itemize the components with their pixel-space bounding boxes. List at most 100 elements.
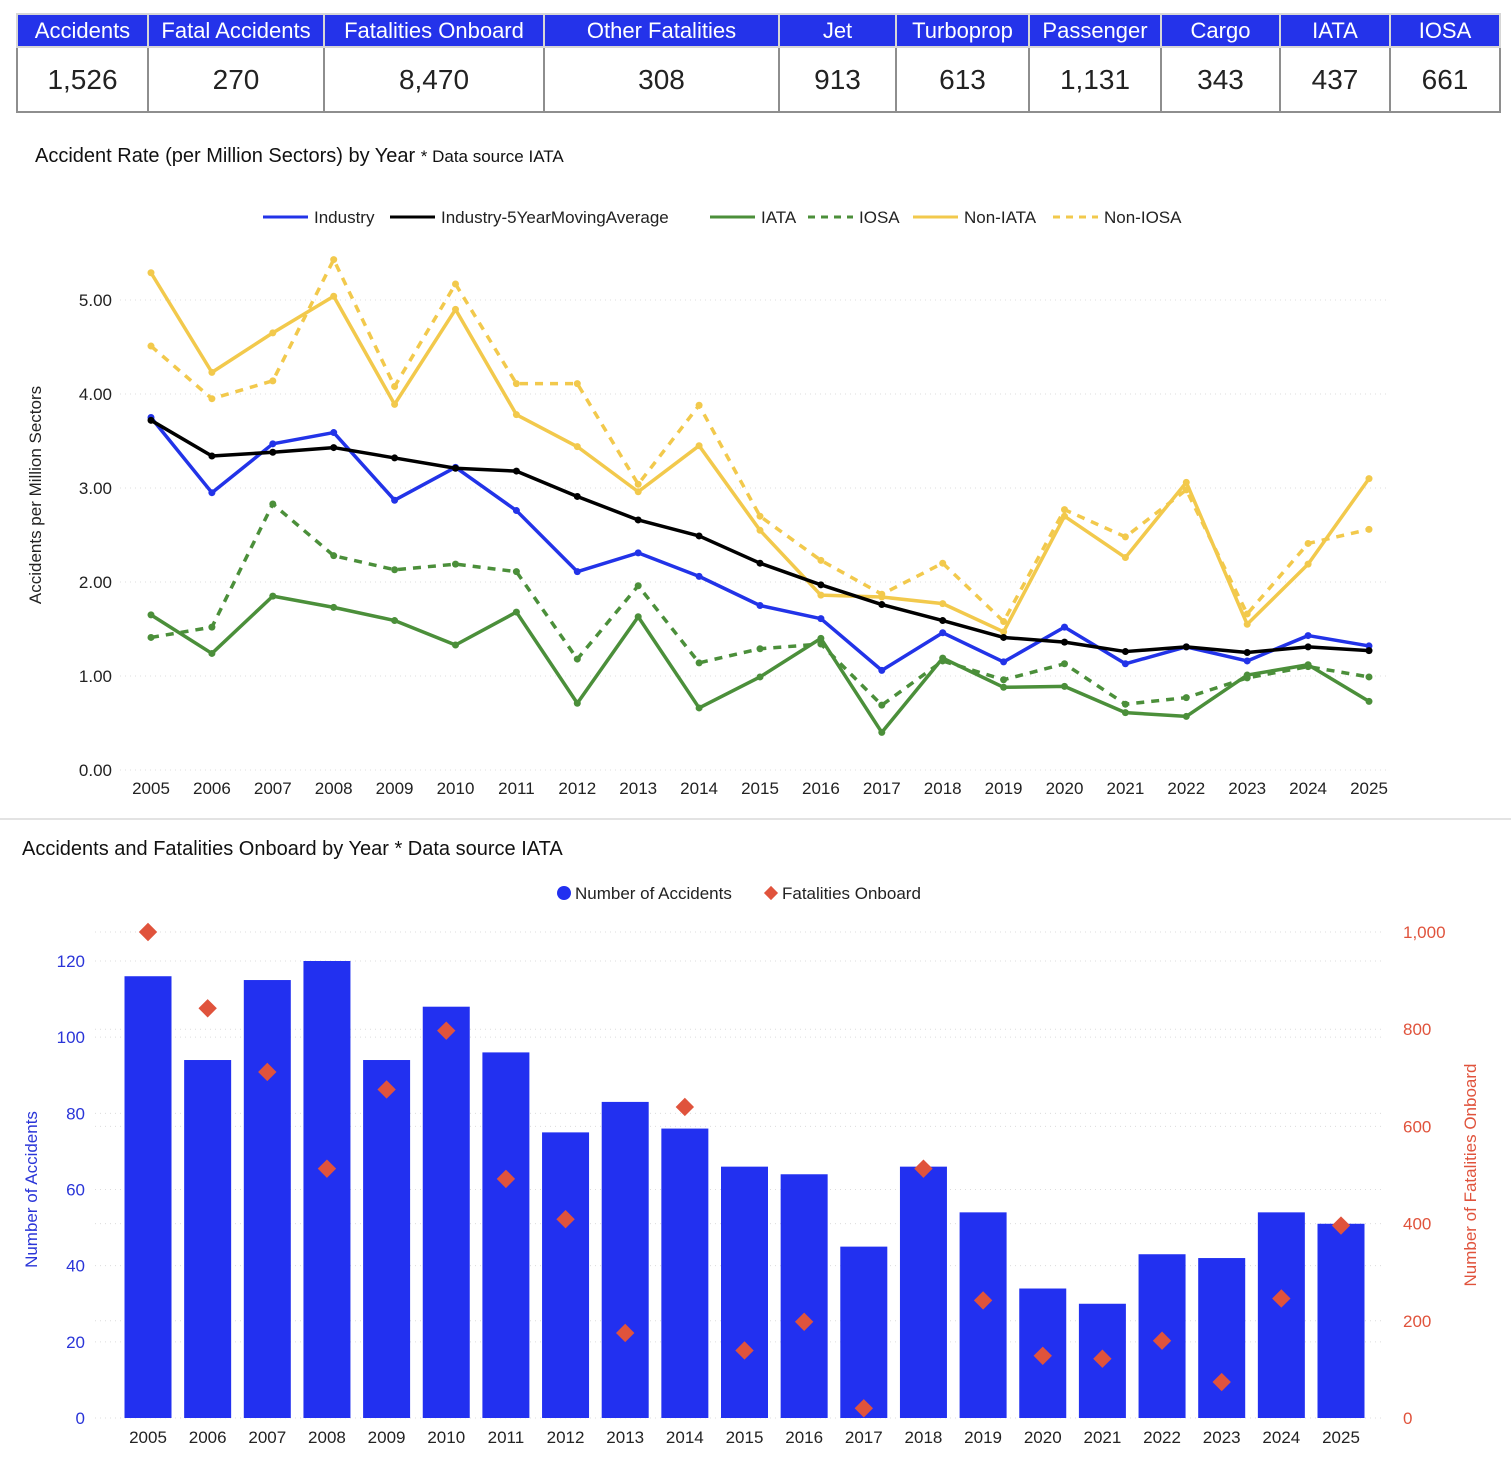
x-tick-label: 2013 bbox=[619, 779, 657, 798]
data-point bbox=[1243, 620, 1251, 628]
data-point bbox=[1000, 676, 1008, 684]
x-tick-label: 2022 bbox=[1143, 1428, 1181, 1447]
diamond-marker bbox=[317, 1159, 337, 1178]
legend-label: Industry-5YearMovingAverage bbox=[441, 208, 669, 227]
data-point bbox=[634, 480, 642, 488]
bar bbox=[243, 980, 291, 1418]
data-point bbox=[817, 615, 825, 623]
data-point bbox=[573, 492, 581, 500]
diamond-marker bbox=[675, 1097, 695, 1117]
data-point bbox=[452, 280, 459, 288]
bar bbox=[1257, 1212, 1305, 1418]
data-point bbox=[1304, 632, 1312, 640]
data-point bbox=[878, 593, 886, 601]
x-tick-label: 2010 bbox=[427, 1428, 465, 1447]
bar bbox=[542, 1132, 590, 1418]
diamond-marker bbox=[377, 1080, 396, 1099]
series-industry bbox=[147, 414, 1373, 674]
y-tick-label: 5.00 bbox=[79, 291, 112, 310]
data-point bbox=[1243, 657, 1251, 665]
y-tick-label: 0 bbox=[76, 1409, 85, 1428]
x-tick-label: 2006 bbox=[189, 1428, 227, 1447]
data-point bbox=[1061, 506, 1068, 514]
series-line bbox=[149, 416, 1370, 673]
x-tick-label: 2011 bbox=[488, 1428, 525, 1447]
data-point bbox=[634, 582, 642, 590]
legend-label: Industry bbox=[314, 208, 375, 227]
data-point bbox=[1365, 525, 1373, 533]
legend-label: Number of Accidents bbox=[575, 884, 732, 903]
bar bbox=[959, 1212, 1007, 1418]
data-point bbox=[1304, 643, 1312, 651]
data-point bbox=[1182, 643, 1190, 651]
kpi-value-accidents: 1,526 bbox=[16, 46, 149, 113]
kpi-label-fatal-accidents: Fatal Accidents bbox=[147, 13, 325, 48]
data-point bbox=[269, 592, 277, 600]
data-point bbox=[1365, 697, 1373, 705]
data-point bbox=[330, 552, 338, 560]
y-tick-label: 2.00 bbox=[79, 573, 112, 592]
data-point bbox=[573, 699, 581, 707]
data-point bbox=[147, 269, 155, 277]
kpi-label-cargo: Cargo bbox=[1160, 13, 1281, 48]
x-tick-label: 2021 bbox=[1106, 779, 1144, 798]
y-tick-label: 1.00 bbox=[79, 667, 112, 686]
data-point bbox=[1182, 694, 1190, 702]
data-point bbox=[817, 634, 825, 642]
series-non-iata bbox=[147, 269, 1373, 636]
x-tick-label: 2018 bbox=[905, 1428, 943, 1447]
data-point bbox=[756, 526, 764, 534]
legend-item: Industry-5YearMovingAverage bbox=[390, 208, 669, 227]
y-tick-label: 60 bbox=[66, 1181, 85, 1200]
data-point bbox=[1121, 709, 1129, 717]
data-point bbox=[391, 496, 399, 504]
accident-rate-chart-title: Accident Rate (per Million Sectors) by Y… bbox=[35, 145, 564, 168]
data-point bbox=[878, 701, 886, 709]
data-point bbox=[634, 488, 642, 496]
x-tick-label: 2024 bbox=[1289, 779, 1327, 798]
data-point bbox=[269, 329, 277, 337]
data-point bbox=[573, 443, 581, 451]
data-point bbox=[330, 292, 338, 300]
kpi-label-passenger: Passenger bbox=[1028, 13, 1162, 48]
data-point bbox=[939, 559, 947, 567]
x-tick-label: 2019 bbox=[964, 1428, 1002, 1447]
accidents-fatalities-title-text: Accidents and Fatalities Onboard by Year bbox=[22, 838, 389, 860]
data-point bbox=[391, 400, 399, 408]
diamond-marker bbox=[138, 922, 158, 942]
kpi-label-accidents: Accidents bbox=[16, 13, 149, 48]
y-tick-label: 0.00 bbox=[79, 761, 112, 780]
data-point bbox=[330, 444, 338, 452]
data-point bbox=[695, 401, 703, 409]
x-tick-label: 2016 bbox=[802, 779, 840, 798]
series-line bbox=[149, 257, 1370, 624]
kpi-value-fatalities-onboard: 8,470 bbox=[323, 46, 545, 113]
data-point bbox=[573, 380, 581, 388]
data-point bbox=[452, 641, 459, 649]
series-line bbox=[150, 594, 1370, 735]
legend-item: Fatalities Onboard bbox=[763, 884, 921, 903]
data-point bbox=[1000, 683, 1008, 691]
legend-item: IATA bbox=[710, 208, 797, 227]
data-point bbox=[269, 440, 277, 448]
data-point bbox=[1061, 512, 1068, 520]
data-point bbox=[512, 380, 520, 388]
x-tick-label: 2012 bbox=[558, 779, 596, 798]
y2-tick-label: 400 bbox=[1403, 1215, 1431, 1234]
data-point bbox=[391, 382, 399, 390]
y-tick-label: 120 bbox=[57, 952, 85, 971]
data-point bbox=[1061, 682, 1068, 690]
data-point bbox=[1365, 647, 1373, 655]
x-tick-label: 2025 bbox=[1322, 1428, 1360, 1447]
data-point bbox=[452, 560, 459, 568]
data-point bbox=[1061, 660, 1068, 668]
bar bbox=[1317, 1223, 1365, 1418]
kpi-value-iata: 437 bbox=[1279, 46, 1391, 113]
x-tick-label: 2012 bbox=[547, 1428, 585, 1447]
y2-tick-label: 200 bbox=[1403, 1312, 1431, 1331]
data-point bbox=[695, 572, 703, 580]
data-point bbox=[695, 659, 703, 667]
legend-label: IATA bbox=[761, 208, 797, 227]
data-point bbox=[269, 500, 277, 508]
kpi-value-fatal-accidents: 270 bbox=[147, 46, 325, 113]
